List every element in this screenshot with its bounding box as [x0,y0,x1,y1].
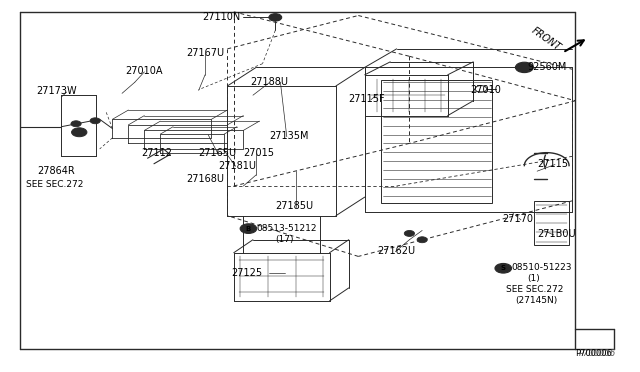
Text: 271B0U: 271B0U [537,229,576,239]
Text: 27864R: 27864R [38,166,76,176]
Text: 27185U: 27185U [275,201,314,211]
Text: 27188U: 27188U [250,77,288,87]
Circle shape [515,62,533,73]
Text: 27135M: 27135M [269,131,308,141]
Bar [534,201,569,245]
Circle shape [404,231,415,236]
Text: B: B [246,226,251,232]
Text: P700006: P700006 [575,349,612,358]
Text: 08513-51212: 08513-51212 [256,224,317,233]
Text: 27125: 27125 [232,268,262,278]
Text: FRONT: FRONT [529,26,563,53]
Text: S: S [500,265,506,271]
Circle shape [520,65,529,70]
Text: 27181U: 27181U [218,161,256,171]
Text: 27010: 27010 [470,85,501,94]
Circle shape [74,123,78,125]
Text: 27115F: 27115F [349,94,385,104]
Text: SEE SEC.272: SEE SEC.272 [506,285,564,294]
Text: 27170: 27170 [502,214,533,224]
Text: 27112: 27112 [141,148,172,158]
Circle shape [417,237,428,243]
Circle shape [72,128,87,137]
Text: 27162U: 27162U [378,246,415,256]
Text: 27167U: 27167U [186,48,224,58]
Text: 27110N: 27110N [202,12,240,22]
Text: (1): (1) [527,274,540,283]
Text: 27168U: 27168U [186,174,224,184]
Text: (17): (17) [275,235,294,244]
Circle shape [272,16,278,19]
Circle shape [408,232,412,235]
Circle shape [240,224,257,234]
Circle shape [495,263,511,273]
Text: 27015: 27015 [243,148,275,158]
Circle shape [93,120,97,122]
Text: 27115: 27115 [537,159,568,169]
Circle shape [269,14,282,21]
Circle shape [90,118,100,124]
Text: 27165U: 27165U [198,148,237,158]
Bar [381,80,492,203]
Text: (27145N): (27145N) [515,296,557,305]
Text: 08510-51223: 08510-51223 [511,263,572,272]
Text: 92560M: 92560M [527,62,567,73]
Text: 27010A: 27010A [125,66,163,76]
Circle shape [77,131,82,134]
Circle shape [420,238,424,241]
Text: 27173W: 27173W [36,87,76,96]
Text: SEE SEC.272: SEE SEC.272 [26,180,84,189]
Text: P700006: P700006 [579,349,616,358]
Circle shape [71,121,81,127]
